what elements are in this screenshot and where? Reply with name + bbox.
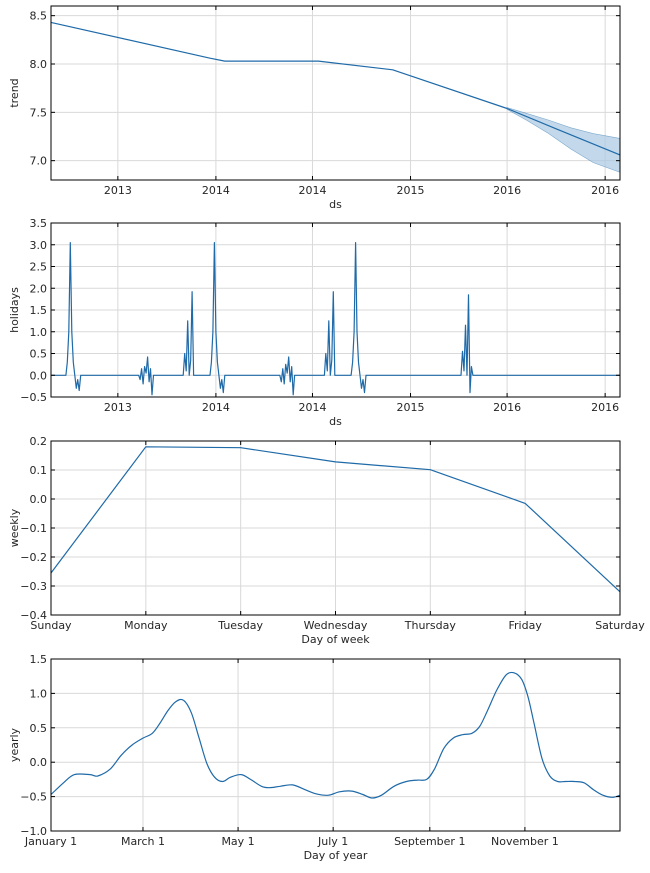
x-tick-label: July 1 [317, 835, 348, 848]
x-tick-label: January 1 [24, 835, 77, 848]
y-tick-label: 1.5 [30, 653, 48, 666]
x-tick-label: 2013 [104, 184, 132, 197]
trend-series-line [50, 21, 621, 156]
y-tick-label: 3.0 [30, 239, 48, 252]
y-tick-label: 1.5 [30, 304, 48, 317]
y-axis-label: yearly [8, 727, 21, 762]
axes-frame [50, 5, 621, 181]
x-tick-label: Saturday [595, 619, 645, 632]
y-tick-label: 0.5 [30, 722, 48, 735]
x-axis-label: ds [329, 198, 342, 211]
x-tick-label: March 1 [121, 835, 165, 848]
y-tick-label: −0.3 [20, 580, 47, 593]
x-tick-label: 2013 [104, 401, 132, 414]
x-tick-label: Wednesday [304, 619, 368, 632]
x-tick-label: 2014 [202, 401, 230, 414]
x-tick-label: Thursday [404, 619, 457, 632]
y-tick-label: 8.5 [30, 10, 48, 23]
y-tick-label: 0.0 [30, 493, 48, 506]
y-tick-label: −0.4 [20, 609, 47, 622]
x-tick-label: 2015 [397, 184, 425, 197]
y-tick-label: −0.5 [20, 391, 47, 404]
y-axis-label: trend [8, 78, 21, 107]
y-tick-label: 2.5 [30, 261, 48, 274]
holidays-series-line [51, 242, 620, 396]
x-tick-label: 2016 [493, 401, 521, 414]
yearly-series-line [50, 671, 621, 799]
weekly-panel: Sunday Monday Tuesday Wednesday Thursday Frid… [8, 435, 645, 646]
y-tick-label: 0.0 [30, 369, 48, 382]
yearly-panel: January 1 March 1 May 1 July 1 September 1 No… [8, 653, 621, 862]
x-tick-label: November 1 [491, 835, 559, 848]
uncertainty-band [506, 107, 621, 173]
y-axis-label: weekly [8, 508, 21, 547]
y-tick-label: 0.0 [30, 756, 48, 769]
y-tick-label: −1.0 [20, 825, 47, 838]
x-tick-label: 2014 [202, 184, 230, 197]
x-axis-label: Day of week [301, 633, 370, 646]
y-axis-label: holidays [8, 287, 21, 333]
x-tick-label: 2016 [493, 184, 521, 197]
x-tick-label: Monday [124, 619, 168, 632]
y-tick-label: 7.0 [30, 155, 48, 168]
x-axis-label: ds [329, 415, 342, 428]
x-tick-label: Friday [508, 619, 542, 632]
x-tick-label: Sunday [30, 619, 72, 632]
holidays-panel: 2013 2014 2014 2015 2016 2016 −0.5 0.0 0.5 1.0 1.5… [8, 217, 621, 428]
x-tick-label: 2014 [298, 184, 326, 197]
y-tick-label: −0.2 [20, 551, 47, 564]
x-tick-label: 2016 [591, 401, 619, 414]
x-tick-label: Tuesday [217, 619, 263, 632]
y-tick-label: 2.0 [30, 282, 48, 295]
y-tick-label: −0.5 [20, 791, 47, 804]
x-tick-label: 2016 [591, 184, 619, 197]
y-tick-label: −0.1 [20, 522, 47, 535]
y-tick-label: 3.5 [30, 217, 48, 230]
x-tick-label: 2015 [397, 401, 425, 414]
trend-panel: 2013 2014 2014 2015 2016 2016 7.0 7.5 8.0 8.5 ds tr… [8, 5, 621, 211]
axes-frame [50, 658, 621, 832]
weekly-series-line [50, 446, 621, 593]
y-tick-label: 0.1 [30, 464, 48, 477]
y-tick-label: 1.0 [30, 326, 48, 339]
y-tick-label: 0.5 [30, 348, 48, 361]
x-axis-label: Day of year [304, 849, 368, 862]
y-tick-label: 0.2 [30, 435, 48, 448]
y-tick-label: 7.5 [30, 106, 48, 119]
y-tick-label: 1.0 [30, 687, 48, 700]
x-tick-label: September 1 [394, 835, 465, 848]
y-tick-label: 8.0 [30, 58, 48, 71]
x-tick-label: May 1 [221, 835, 254, 848]
x-tick-label: 2014 [298, 401, 326, 414]
